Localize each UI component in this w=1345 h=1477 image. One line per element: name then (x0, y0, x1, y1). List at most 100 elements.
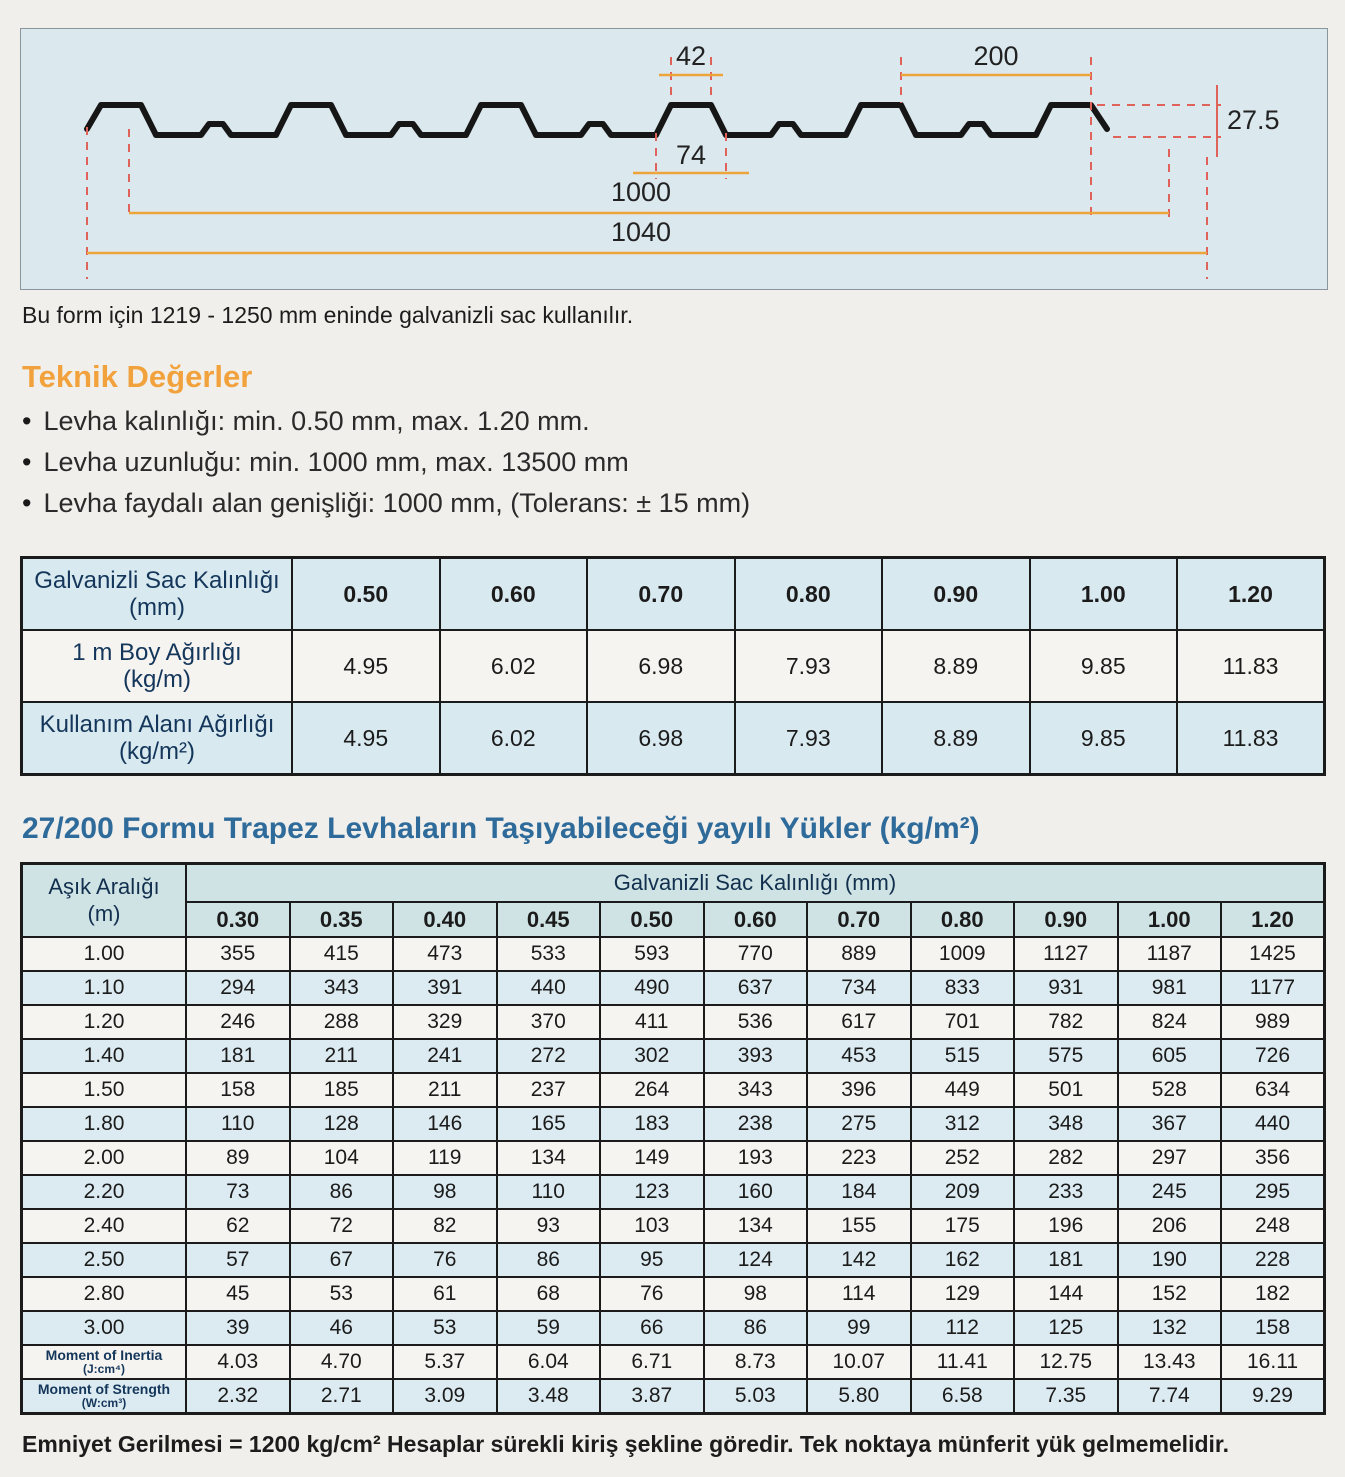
cell: 183 (599, 1106, 705, 1143)
cell: 158 (185, 1072, 291, 1109)
cell: 68 (495, 1276, 601, 1313)
thickness-header-cell: 0.50 (599, 901, 705, 939)
cell: 6.98 (586, 701, 736, 776)
cell: 13.43 (1116, 1344, 1222, 1381)
cell: 158 (1220, 1310, 1326, 1347)
cell: 367 (1116, 1106, 1222, 1143)
cell: 528 (1116, 1072, 1222, 1109)
cell: 8.73 (702, 1344, 808, 1381)
cell: 45 (185, 1276, 291, 1313)
corner-header: Aşık Aralığı (m) (20, 862, 187, 939)
cell: 3.87 (599, 1378, 705, 1415)
cell: 57 (185, 1242, 291, 1279)
moment-label-text: Moment of Inertia (45, 1346, 163, 1363)
cell: 1.00 (1028, 556, 1178, 632)
cell: 2.32 (185, 1378, 291, 1415)
span-row-label: 1.00 (20, 936, 187, 973)
load-table-row: 1.10 294 343 391 440 490 637 734 833 931 981 1177 (20, 970, 1326, 1007)
cell: 889 (806, 936, 912, 973)
cell: 391 (392, 970, 498, 1007)
cell: 185 (288, 1072, 394, 1109)
dim-label-useful-width: 1000 (611, 177, 671, 207)
moment-label-unit: (J:cm⁴) (83, 1362, 125, 1377)
cell: 824 (1116, 1004, 1222, 1041)
cell: 593 (599, 936, 705, 973)
cell: 282 (1013, 1140, 1119, 1177)
span-row-label: 1.20 (20, 1004, 187, 1041)
cell: 515 (909, 1038, 1015, 1075)
cell: 4.95 (291, 629, 441, 704)
cell: 4.03 (185, 1344, 291, 1381)
cell: 302 (599, 1038, 705, 1075)
cell: 393 (702, 1038, 808, 1075)
cell: 211 (392, 1072, 498, 1109)
cell: 245 (1116, 1174, 1222, 1211)
weight-table-row: Kullanım Alanı Ağırlığı (kg/m²) 4.95 6.02 6.… (20, 701, 1326, 776)
technical-values-list: Levha kalınlığı: min. 0.50 mm, max. 1.20… (22, 405, 1326, 520)
cell: 440 (1220, 1106, 1326, 1143)
row-label: Galvanizli Sac Kalınlığı (mm) (20, 556, 293, 632)
cell: 86 (495, 1242, 601, 1279)
load-table-header-row: Aşık Aralığı (m) Galvanizli Sac Kalınlığ… (20, 862, 1326, 939)
cell: 190 (1116, 1242, 1222, 1279)
cell: 16.11 (1220, 1344, 1326, 1381)
cell: 931 (1013, 970, 1119, 1007)
cell: 206 (1116, 1208, 1222, 1245)
cell: 0.90 (881, 556, 1031, 632)
cell: 76 (599, 1276, 705, 1313)
load-table-row: 2.80 45 53 61 68 76 98 114 129 144 152 182 (20, 1276, 1326, 1313)
cell: 1177 (1220, 970, 1326, 1007)
cell: 211 (288, 1038, 394, 1075)
load-table-row: 3.00 39 46 53 59 66 86 99 112 125 132 158 (20, 1310, 1326, 1347)
cell: 297 (1116, 1140, 1222, 1177)
cell: 11.83 (1176, 701, 1326, 776)
profile-outline-icon (84, 102, 1110, 138)
span-row-label: 1.40 (20, 1038, 187, 1075)
cell: 536 (702, 1004, 808, 1041)
cell: 86 (702, 1310, 808, 1347)
cell: 184 (806, 1174, 912, 1211)
weight-table-row: Galvanizli Sac Kalınlığı (mm) 0.50 0.60 0.70… (20, 556, 1326, 632)
cell: 89 (185, 1140, 291, 1177)
cell: 8.89 (881, 701, 1031, 776)
cell: 46 (288, 1310, 394, 1347)
span-row-label: 2.20 (20, 1174, 187, 1211)
cell: 7.93 (733, 701, 883, 776)
cell: 114 (806, 1276, 912, 1313)
technical-values-title: Teknik Değerler (22, 359, 253, 394)
footer-note: Emniyet Gerilmesi = 1200 kg/cm² Hesaplar… (22, 1431, 1229, 1458)
cell: 237 (495, 1072, 601, 1109)
thickness-header-cell: 0.45 (495, 901, 601, 939)
dim-label-total-width: 1040 (611, 217, 671, 247)
cell: 238 (702, 1106, 808, 1143)
cell: 6.71 (599, 1344, 705, 1381)
cell: 233 (1013, 1174, 1119, 1211)
cell: 110 (495, 1174, 601, 1211)
row-label-unit: (kg/m) (123, 666, 191, 694)
cell: 98 (392, 1174, 498, 1211)
cell: 182 (1220, 1276, 1326, 1313)
cell: 453 (806, 1038, 912, 1075)
cell: 10.07 (806, 1344, 912, 1381)
row-label-text: Galvanizli Sac Kalınlığı (34, 566, 280, 594)
cell: 149 (599, 1140, 705, 1177)
row-label: Kullanım Alanı Ağırlığı (kg/m²) (20, 701, 293, 776)
cell: 343 (702, 1072, 808, 1109)
cell: 396 (806, 1072, 912, 1109)
cell: 11.41 (909, 1344, 1015, 1381)
cell: 104 (288, 1140, 394, 1177)
cell: 0.70 (586, 556, 736, 632)
cell: 162 (909, 1242, 1015, 1279)
cell: 981 (1116, 970, 1222, 1007)
cell: 288 (288, 1004, 394, 1041)
cell: 2.71 (288, 1378, 394, 1415)
cell: 95 (599, 1242, 705, 1279)
load-table-row: 1.20 246 288 329 370 411 536 617 701 782 824 989 (20, 1004, 1326, 1041)
cell: 1127 (1013, 936, 1119, 973)
row-label-unit: (kg/m²) (119, 738, 195, 766)
moment-row-label: Moment of Inertia (J:cm⁴) (20, 1344, 187, 1381)
cell: 66 (599, 1310, 705, 1347)
cell: 125 (1013, 1310, 1119, 1347)
cell: 3.09 (392, 1378, 498, 1415)
cell: 209 (909, 1174, 1015, 1211)
